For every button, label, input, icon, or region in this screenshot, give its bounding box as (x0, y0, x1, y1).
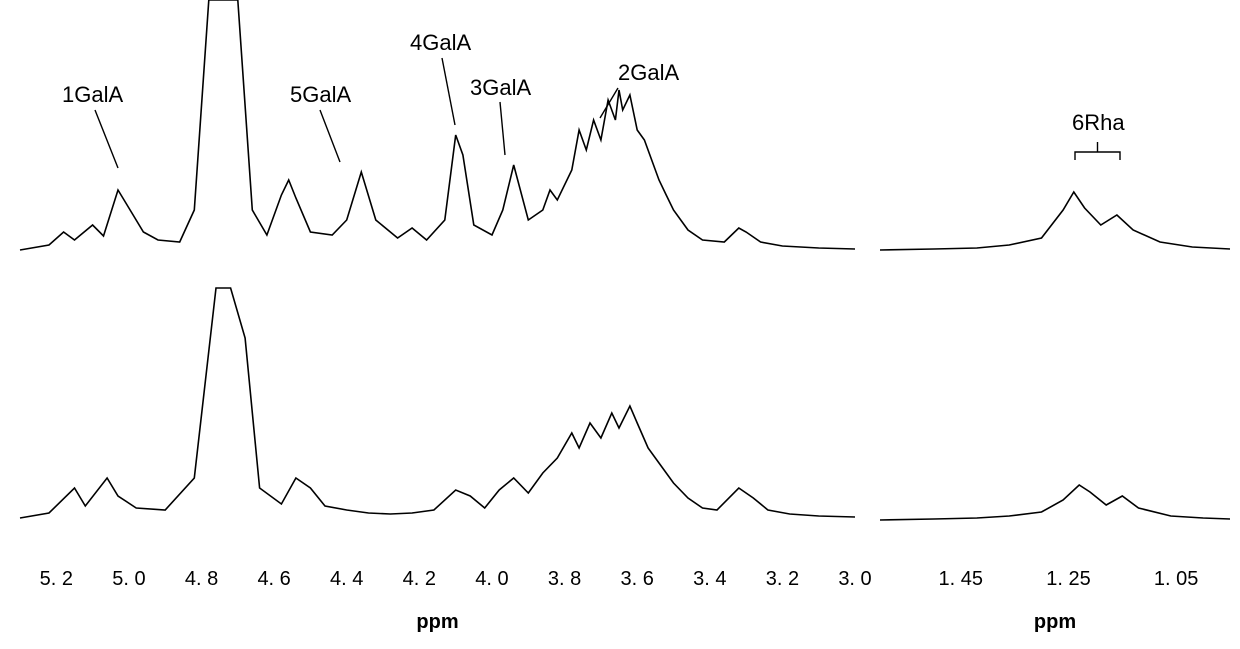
axis-tick-label: 4. 0 (475, 568, 508, 590)
peak-label-2GalA: 2GalA (618, 60, 679, 85)
peak-label-4GalA: 4GalA (410, 30, 471, 55)
axis-tick-label: 5. 0 (112, 568, 145, 590)
axis-tick-label: 3. 4 (693, 568, 726, 590)
peak-label-3GalA: 3GalA (470, 75, 531, 100)
peak-label-line (320, 110, 340, 162)
axis-tick-label: 3. 6 (620, 568, 653, 590)
axis-tick-label: 4. 2 (403, 568, 436, 590)
axis-tick-label: 1. 05 (1154, 568, 1198, 590)
nmr-svg: 5. 2 5. 0 4. 8 4. 6 4. 4 4. 2 4. 0 3. 8 3. 6 3. 4… (0, 0, 1240, 649)
axis-tick-label: 5. 2 (40, 568, 73, 590)
axis-tick-label: 1. 45 (939, 568, 983, 590)
peak-label-line (95, 110, 118, 168)
peak-label-6Rha: 6Rha (1072, 110, 1125, 135)
peak-label-1GalA: 1GalA (62, 82, 123, 107)
peak-label-line (442, 58, 455, 125)
axis-title: ppm (1034, 611, 1076, 633)
axis-tick-label: 3. 8 (548, 568, 581, 590)
axis-tick-label: 4. 8 (185, 568, 218, 590)
spectrum-line (880, 192, 1230, 250)
spectrum-line (20, 288, 855, 518)
peak-label-5GalA: 5GalA (290, 82, 351, 107)
axis-tick-label: 3. 2 (766, 568, 799, 590)
peak-label-line (600, 88, 618, 118)
axis-tick-label: 1. 25 (1046, 568, 1090, 590)
peak-label-bracket (1075, 142, 1120, 160)
spectrum-line (880, 485, 1230, 520)
axis-title: ppm (416, 611, 458, 633)
axis-tick-label: 3. 0 (838, 568, 871, 590)
axis-tick-label: 4. 6 (257, 568, 290, 590)
nmr-figure: { "figure_type":"nmr-spectrum", "dimensi… (0, 0, 1240, 649)
axis-tick-label: 4. 4 (330, 568, 363, 590)
peak-label-line (500, 102, 505, 155)
